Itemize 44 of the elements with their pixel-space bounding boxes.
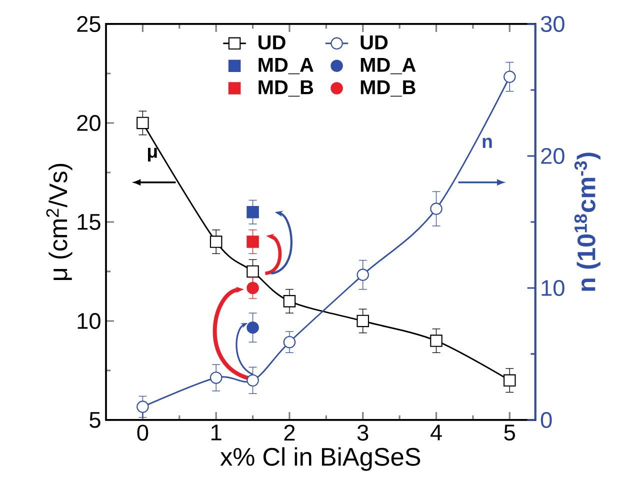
y-axis-title: μ (cm$^{2}$/Vs) [46,164,72,280]
legend-label: MD_A [258,58,314,74]
point [246,265,259,278]
point [210,372,222,384]
x-tick-label: 3 [357,424,368,441]
x-tick-label: 5 [504,424,515,441]
legend-label: UD [258,36,286,50]
annotation: μ [148,148,157,162]
point [283,336,296,348]
point [283,295,296,308]
point [210,236,222,248]
y-tick-label: 20 [77,114,100,132]
legend-label: MD_A [360,58,416,74]
y2-tick-label: 20 [541,148,564,164]
y2-axis-title: n (10$^{18}$cm$^{-3}$) [574,152,600,291]
y-tick-label: 10 [78,312,100,330]
x-tick-label: 2 [284,424,295,441]
x-tick-label: 1 [212,424,222,440]
y-tick-label: 5 [90,412,100,428]
point [430,334,442,347]
point [136,400,149,413]
y-tick-label: 15 [78,214,100,230]
legend-label: MD_B [360,80,416,97]
point [246,374,259,387]
point [246,236,259,248]
y2-tick-label: 0 [540,412,552,428]
point [246,321,259,334]
x-axis-title: x% Cl in BiAgSeS [220,447,420,471]
point [504,374,516,387]
annotation: n [482,138,492,148]
y-tick-label: 25 [77,16,100,32]
point [504,70,516,83]
point [356,268,370,281]
x-tick-label: 4 [430,424,442,440]
point [356,314,369,328]
point [246,282,259,294]
point [246,206,259,218]
point [430,202,442,215]
x-tick-label: 0 [137,424,148,441]
y2-tick-label: 30 [540,16,564,32]
point [136,116,149,130]
y2-tick-label: 10 [542,280,564,296]
legend-label: UD [360,36,388,50]
legend-label: MD_B [258,80,314,97]
